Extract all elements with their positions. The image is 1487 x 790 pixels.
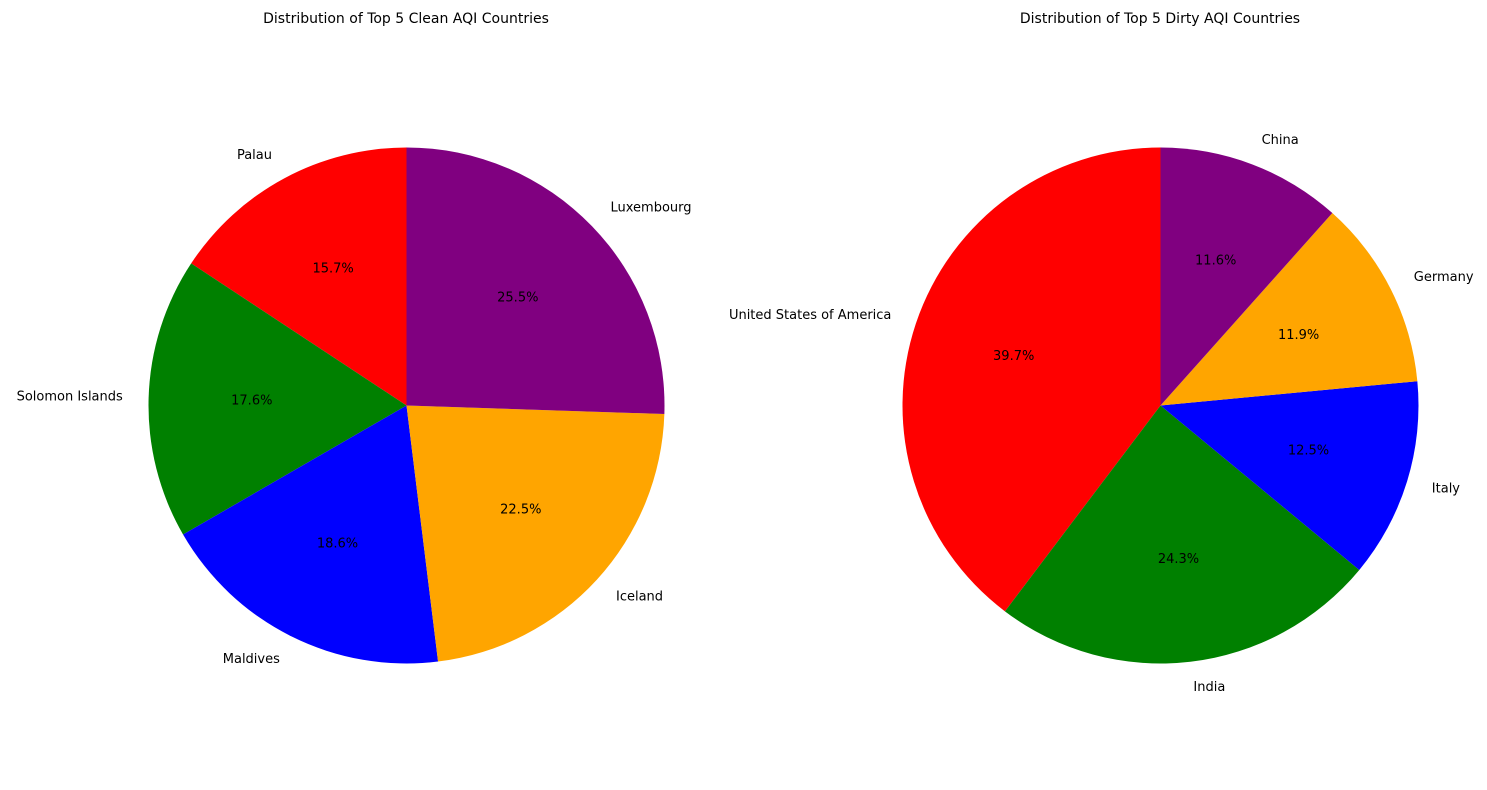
dirty-aqi-percent-germany: 11.9%	[1278, 328, 1319, 343]
clean-aqi-labels: Palau 15.7% Solomon Islands 17.6% Maldives 18…	[17, 148, 692, 667]
dirty-aqi-label-india: India	[1193, 680, 1225, 695]
clean-aqi-percent-palau: 15.7%	[312, 262, 353, 277]
dirty-aqi-label-united-states-of-america: United States of America	[729, 308, 891, 323]
dirty-aqi-slice-india	[1004, 405, 1360, 664]
clean-aqi-percent-maldives: 18.6%	[317, 537, 358, 552]
clean-aqi-label-maldives: Maldives	[223, 652, 280, 667]
clean-aqi-chart-title: Distribution of Top 5 Clean AQI Countrie…	[263, 11, 549, 27]
clean-aqi-slices	[148, 147, 665, 664]
dirty-aqi-slices	[902, 147, 1419, 664]
clean-aqi-percent-solomon-islands: 17.6%	[231, 393, 272, 408]
dirty-aqi-slice-italy	[1160, 381, 1419, 570]
dirty-aqi-percent-india: 24.3%	[1158, 552, 1199, 567]
dirty-aqi-percent-united-states-of-america: 39.7%	[993, 349, 1034, 364]
clean-aqi-label-luxembourg: Luxembourg	[611, 201, 692, 216]
clean-aqi-slice-maldives	[183, 405, 439, 664]
clean-aqi-slice-iceland	[406, 405, 665, 662]
dirty-aqi-label-china: China	[1262, 133, 1299, 148]
dirty-aqi-pie-chart: Distribution of Top 5 Dirty AQI Countrie…	[729, 11, 1474, 695]
clean-aqi-percent-iceland: 22.5%	[500, 502, 541, 517]
dirty-aqi-labels: United States of America 39.7% India 24.3% I…	[729, 133, 1474, 695]
dirty-aqi-percent-italy: 12.5%	[1288, 444, 1329, 459]
dirty-aqi-percent-china: 11.6%	[1195, 253, 1236, 268]
clean-aqi-pie-chart: Distribution of Top 5 Clean AQI Countrie…	[17, 11, 692, 667]
clean-aqi-label-palau: Palau	[237, 148, 272, 163]
dirty-aqi-slice-germany	[1160, 213, 1418, 406]
clean-aqi-label-iceland: Iceland	[616, 590, 663, 605]
clean-aqi-slice-palau	[191, 147, 407, 406]
dirty-aqi-label-italy: Italy	[1432, 481, 1461, 496]
clean-aqi-label-solomon-islands: Solomon Islands	[17, 390, 123, 405]
dirty-aqi-label-germany: Germany	[1414, 270, 1474, 285]
clean-aqi-percent-luxembourg: 25.5%	[497, 290, 538, 305]
clean-aqi-slice-luxembourg	[406, 147, 665, 415]
clean-aqi-slice-solomon-islands	[148, 263, 407, 535]
dirty-aqi-slice-china	[1160, 147, 1333, 406]
dirty-aqi-slice-united-states-of-america	[902, 147, 1161, 612]
dirty-aqi-chart-title: Distribution of Top 5 Dirty AQI Countrie…	[1020, 11, 1300, 27]
